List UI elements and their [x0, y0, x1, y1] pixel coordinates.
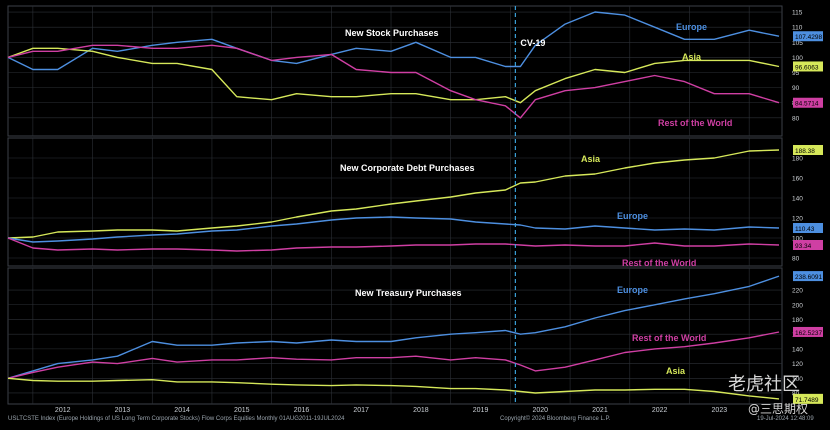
x-tick-label: 2018 — [413, 407, 429, 414]
x-tick-label: 2017 — [353, 407, 369, 414]
last-value-box — [793, 240, 823, 250]
last-value-box — [793, 61, 823, 72]
last-value-label: 107.4298 — [795, 34, 822, 41]
series-label: Rest of the World — [622, 258, 696, 268]
series-line-asia — [7, 149, 780, 239]
series-line-europe — [7, 275, 780, 379]
y-tick-label: 140 — [792, 346, 803, 353]
x-tick-label: 2019 — [473, 407, 489, 414]
y-tick-label: 110 — [792, 25, 803, 32]
x-tick-label: 2013 — [115, 407, 131, 414]
last-value-box — [793, 326, 823, 337]
series-label: Europe — [676, 22, 707, 32]
footer-copyright: Copyright© 2024 Bloomberg Finance L.P. — [500, 416, 611, 422]
x-tick-label: 2014 — [174, 407, 190, 414]
y-tick-label: 115 — [792, 10, 803, 17]
panel-frame-3 — [7, 267, 783, 405]
last-value-box — [793, 223, 823, 233]
y-tick-label: 80 — [792, 115, 800, 122]
series-line-rest-of-the-world — [7, 44, 780, 119]
series-line-europe — [7, 216, 780, 243]
last-value-label: 188.38 — [795, 148, 815, 155]
y-tick-label: 140 — [792, 196, 803, 203]
series-line-rest-of-the-world — [7, 237, 780, 252]
footer-timestamp: 19-Jul-2024 12:48:09 — [757, 416, 814, 422]
last-value-label: 96.6063 — [795, 64, 819, 71]
series-line-europe — [7, 11, 780, 71]
last-value-label: 238.6091 — [795, 274, 822, 281]
last-value-label: 84.5714 — [795, 101, 819, 108]
y-tick-label: 180 — [792, 156, 803, 163]
y-tick-label: 80 — [792, 256, 800, 263]
y-tick-label: 120 — [792, 361, 803, 368]
last-value-label: 93.34 — [795, 243, 812, 250]
x-tick-label: 2015 — [234, 407, 250, 414]
y-tick-label: 90 — [792, 85, 800, 92]
series-line-asia — [7, 47, 780, 104]
footer-source: USLTCSTE Index (Europe Holdings of US Lo… — [8, 416, 345, 422]
last-value-label: 110.43 — [795, 226, 815, 233]
series-label: Europe — [617, 285, 648, 295]
panel-title: New Stock Purchases — [345, 28, 439, 38]
last-value-box — [793, 145, 823, 155]
panel-frame-1 — [7, 5, 783, 137]
series-label: Rest of the World — [632, 333, 706, 343]
series-label: Asia — [666, 366, 686, 376]
panel-frame-2 — [7, 137, 783, 267]
last-value-box — [793, 393, 823, 404]
panel-title: New Corporate Debt Purchases — [340, 163, 475, 173]
x-tick-label: 2022 — [652, 407, 668, 414]
covid-annotation: CV-19 — [520, 38, 545, 48]
y-tick-label: 120 — [792, 216, 803, 223]
series-label: Asia — [581, 154, 601, 164]
y-tick-label: 100 — [792, 376, 803, 383]
last-value-label: 162.5237 — [795, 330, 822, 337]
watermark-brand: 老虎社区 — [728, 374, 800, 395]
x-tick-label: 2023 — [712, 407, 728, 414]
y-tick-label: 100 — [792, 236, 803, 243]
series-label: Europe — [617, 211, 648, 221]
y-tick-label: 220 — [792, 288, 803, 295]
series-line-rest-of-the-world — [7, 331, 780, 379]
series-label: Asia — [682, 52, 702, 62]
last-value-box — [793, 271, 823, 282]
x-tick-label: 2016 — [294, 407, 310, 414]
x-tick-label: 2020 — [532, 407, 548, 414]
last-value-box — [793, 97, 823, 108]
series-label: Rest of the World — [658, 118, 732, 128]
y-tick-label: 105 — [792, 40, 803, 47]
y-tick-label: 200 — [792, 302, 803, 309]
y-tick-label: 180 — [792, 317, 803, 324]
y-tick-label: 160 — [792, 176, 803, 183]
last-value-label: 71.7489 — [795, 397, 819, 404]
y-tick-label: 95 — [792, 70, 800, 77]
x-tick-label: 2021 — [592, 407, 608, 414]
panel-title: New Treasury Purchases — [355, 288, 462, 298]
last-value-box — [793, 31, 823, 42]
y-tick-label: 100 — [792, 55, 803, 62]
watermark-handle: @三思期权 — [748, 402, 809, 416]
x-tick-label: 2012 — [55, 407, 71, 414]
series-line-asia — [7, 377, 780, 400]
